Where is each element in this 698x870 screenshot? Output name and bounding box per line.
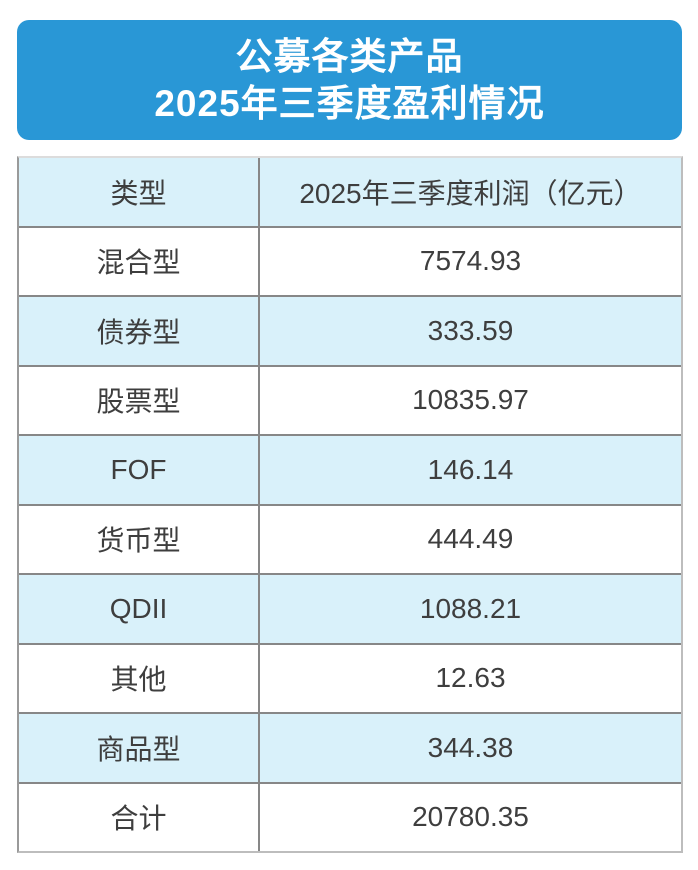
profit-cell: 20780.35 [412, 801, 529, 833]
profit-cell: 7574.93 [419, 245, 522, 277]
type-cell: 其他 [19, 644, 260, 712]
profit-cell: 344.38 [427, 731, 514, 763]
type-cell: 货币型 [19, 505, 260, 573]
profit-cell: 444.49 [427, 523, 514, 555]
title-banner: 公募各类产品 2025年三季度盈利情况 [17, 20, 682, 140]
table-row: 债券型 333.59 [19, 295, 681, 365]
type-cell: 合计 [19, 783, 260, 851]
profit-cell: 1088.21 [419, 592, 522, 624]
type-cell: 混合型 [19, 227, 260, 295]
table-row: 货币型 444.49 [19, 503, 681, 573]
table-header-row: 类型 2025年三季度利润（亿元） [19, 158, 681, 226]
title-line-1: 公募各类产品 [235, 36, 464, 77]
profit-cell: 146.14 [427, 453, 514, 485]
table-row: 混合型 7574.93 [19, 225, 681, 295]
table-row: QDII 1088.21 [19, 573, 681, 643]
type-cell: 股票型 [19, 366, 260, 434]
table-row: 股票型 10835.97 [19, 364, 681, 434]
profit-cell: 333.59 [427, 314, 514, 346]
column-header-type: 类型 [19, 158, 260, 226]
profit-cell: 10835.97 [412, 384, 529, 416]
type-cell: FOF [19, 436, 260, 504]
type-cell: 商品型 [19, 714, 260, 782]
table-row: FOF 146.14 [19, 434, 681, 504]
column-header-profit: 2025年三季度利润（亿元） [299, 177, 642, 209]
table-row: 其他 12.63 [19, 642, 681, 712]
profit-table: 类型 2025年三季度利润（亿元） 混合型 7574.93 债券型 333.59… [17, 156, 683, 853]
type-cell: QDII [19, 575, 260, 643]
table-row-total: 合计 20780.35 [19, 781, 681, 851]
type-cell: 债券型 [19, 297, 260, 365]
table-row: 商品型 344.38 [19, 712, 681, 782]
title-line-2: 2025年三季度盈利情况 [154, 83, 545, 124]
profit-cell: 12.63 [435, 662, 506, 694]
